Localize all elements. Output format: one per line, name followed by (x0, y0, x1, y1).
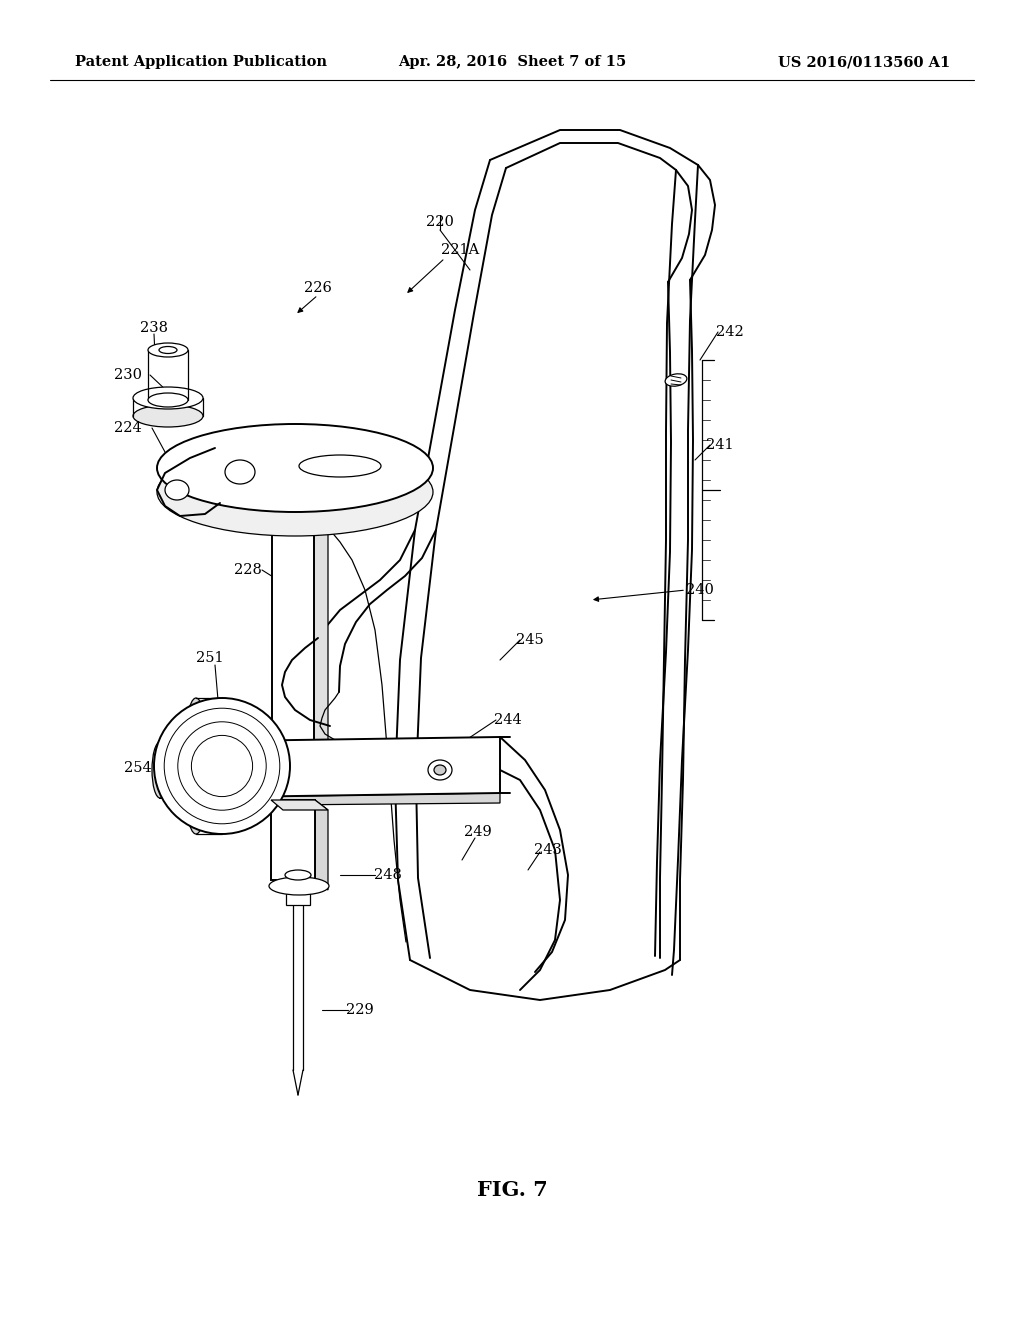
Polygon shape (315, 800, 328, 890)
Text: 243: 243 (535, 843, 562, 857)
Text: 238: 238 (140, 321, 168, 335)
Ellipse shape (148, 393, 188, 407)
Text: 241: 241 (707, 438, 734, 451)
Ellipse shape (285, 870, 311, 880)
Polygon shape (272, 488, 314, 760)
Ellipse shape (133, 387, 203, 409)
Ellipse shape (225, 459, 255, 484)
Ellipse shape (434, 766, 446, 775)
Text: Patent Application Publication: Patent Application Publication (75, 55, 327, 69)
Text: 229: 229 (346, 1003, 374, 1016)
Text: 220: 220 (426, 215, 454, 228)
Ellipse shape (269, 876, 329, 895)
Text: 226: 226 (304, 281, 332, 294)
Ellipse shape (154, 698, 290, 834)
Text: Apr. 28, 2016  Sheet 7 of 15: Apr. 28, 2016 Sheet 7 of 15 (398, 55, 626, 69)
Text: FIG. 7: FIG. 7 (476, 1180, 548, 1200)
Polygon shape (168, 793, 500, 807)
Text: 248: 248 (374, 869, 402, 882)
Polygon shape (286, 875, 310, 906)
Text: 242: 242 (716, 325, 743, 339)
Ellipse shape (133, 405, 203, 426)
Ellipse shape (157, 424, 433, 512)
Text: 224: 224 (114, 421, 142, 436)
Ellipse shape (165, 480, 189, 500)
Polygon shape (160, 737, 500, 799)
Ellipse shape (666, 374, 687, 387)
Text: 249: 249 (464, 825, 492, 840)
Text: 230: 230 (114, 368, 142, 381)
Ellipse shape (428, 760, 452, 780)
Text: 240: 240 (686, 583, 714, 597)
Text: 221A: 221A (441, 243, 479, 257)
Polygon shape (314, 488, 328, 768)
Text: 254: 254 (124, 762, 152, 775)
Polygon shape (271, 800, 315, 880)
Ellipse shape (159, 346, 177, 354)
Ellipse shape (157, 447, 433, 536)
Text: 244: 244 (495, 713, 522, 727)
Ellipse shape (183, 698, 209, 834)
Ellipse shape (152, 742, 168, 799)
Text: 245: 245 (516, 634, 544, 647)
Text: 251: 251 (197, 651, 224, 665)
Text: 228: 228 (234, 564, 262, 577)
Ellipse shape (148, 343, 188, 356)
Polygon shape (271, 800, 328, 810)
Ellipse shape (299, 455, 381, 477)
Text: US 2016/0113560 A1: US 2016/0113560 A1 (778, 55, 950, 69)
